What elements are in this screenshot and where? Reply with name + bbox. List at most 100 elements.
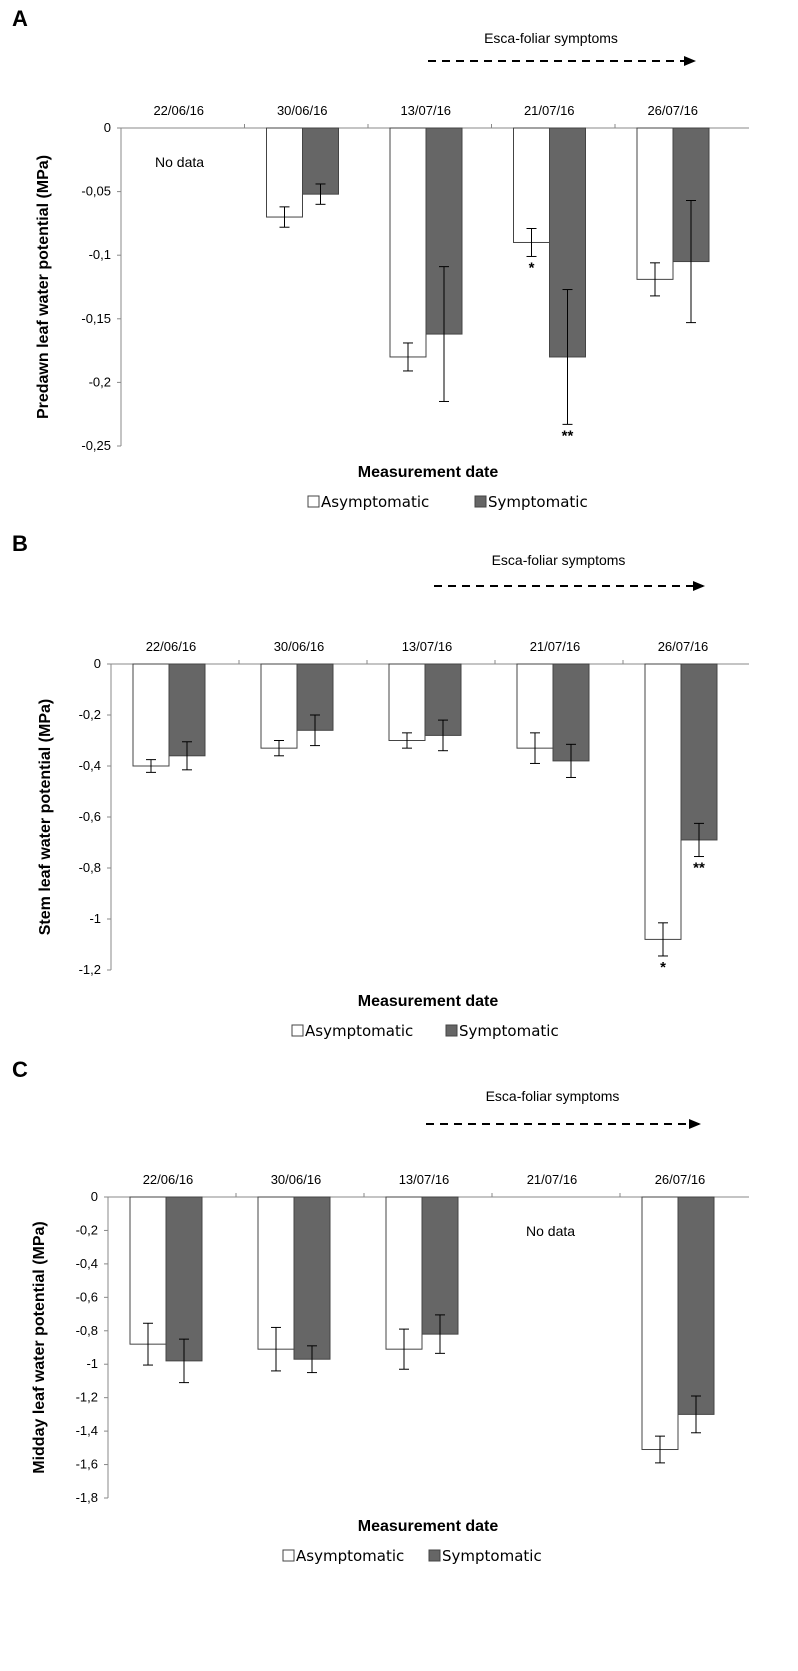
- y-tick-label: 0: [91, 1189, 98, 1204]
- esca-symptoms-arrow: Esca-foliar symptoms: [428, 30, 696, 66]
- bar-asymptomatic: [641, 1196, 679, 1451]
- error-bar: [650, 262, 660, 297]
- y-tick-label: 0: [104, 120, 111, 135]
- error-bar: [566, 743, 576, 778]
- panel-letter: B: [12, 531, 28, 556]
- error-bar: [274, 740, 284, 757]
- error-bar: [403, 342, 413, 372]
- y-tick-label: -1: [86, 1356, 98, 1371]
- error-bar: [399, 1328, 409, 1370]
- y-tick-label: -0,2: [89, 374, 111, 389]
- category-label: 21/07/16: [530, 639, 581, 654]
- y-tick-label: -0,15: [81, 311, 111, 326]
- error-bar: [438, 719, 448, 752]
- error-bar: [307, 1345, 317, 1374]
- annotation-label: Esca-foliar symptoms: [484, 30, 618, 46]
- legend-swatch: [474, 495, 487, 508]
- y-tick-label: -0,4: [76, 1256, 98, 1271]
- legend-swatch: [282, 1549, 295, 1562]
- bar-asymptomatic: [388, 663, 426, 741]
- category-label: 26/07/16: [647, 103, 698, 118]
- significance-mark: **: [693, 860, 705, 877]
- error-bar: [182, 741, 192, 771]
- category-label: 30/06/16: [277, 103, 328, 118]
- error-bar: [694, 822, 704, 858]
- panel-a: A Esca-foliar symptoms 0 -0,05 -0,1 -0,15 -0,2…: [12, 6, 749, 511]
- significance-mark: **: [562, 427, 574, 444]
- y-axis-title: Predawn leaf water potential (MPa): [35, 155, 52, 419]
- bar-symptomatic: [302, 127, 339, 195]
- y-tick-label: -0,6: [79, 809, 101, 824]
- annotation-label: Esca-foliar symptoms: [486, 1088, 620, 1104]
- category-label: 30/06/16: [274, 639, 325, 654]
- bar-symptomatic: [677, 1196, 715, 1415]
- category-label: 22/06/16: [146, 639, 197, 654]
- legend-label: Symptomatic: [459, 1022, 559, 1040]
- legend: Asymptomatic Symptomatic: [291, 1022, 559, 1040]
- legend: Asymptomatic Symptomatic: [307, 493, 588, 511]
- y-tick-label: -1,6: [76, 1457, 98, 1472]
- annotation-label: Esca-foliar symptoms: [492, 552, 626, 568]
- y-tick-label: -0,8: [76, 1323, 98, 1338]
- x-axis-title: Measurement date: [358, 464, 499, 481]
- category-label: 21/07/16: [524, 103, 575, 118]
- category-label: 26/07/16: [655, 1172, 706, 1187]
- legend-swatch: [428, 1549, 441, 1562]
- legend-swatch: [291, 1024, 304, 1037]
- y-tick-label: -1,4: [76, 1423, 98, 1438]
- error-bar: [402, 732, 412, 749]
- y-tick-label: -0,05: [81, 184, 111, 199]
- y-tick-label: -0,2: [76, 1222, 98, 1237]
- y-axis-title: Midday leaf water potential (MPa): [31, 1221, 48, 1473]
- category-label: 30/06/16: [271, 1172, 322, 1187]
- y-tick-label: 0: [94, 656, 101, 671]
- error-bar: [691, 1395, 701, 1434]
- legend-label: Symptomatic: [442, 1547, 542, 1565]
- significance-mark: *: [529, 259, 535, 276]
- bar-asymptomatic: [636, 127, 674, 280]
- y-tick-label: -0,4: [79, 758, 101, 773]
- y-tick-label: -1,2: [79, 962, 101, 977]
- bar-symptomatic: [552, 663, 590, 762]
- bar-asymptomatic: [644, 663, 682, 940]
- y-tick-label: -0,2: [79, 707, 101, 722]
- bar-symptomatic: [293, 1196, 331, 1360]
- category-label: 26/07/16: [658, 639, 709, 654]
- category-label: 22/06/16: [153, 103, 204, 118]
- category-label: 13/07/16: [400, 103, 451, 118]
- bar-symptomatic: [165, 1196, 203, 1362]
- error-bar: [530, 732, 540, 764]
- bar-asymptomatic: [129, 1196, 167, 1345]
- panel-letter: A: [12, 6, 28, 31]
- legend-swatch: [307, 495, 320, 508]
- bar-asymptomatic: [132, 663, 170, 767]
- bar-asymptomatic: [389, 127, 427, 358]
- error-bar: [526, 227, 537, 257]
- legend-label: Asymptomatic: [305, 1022, 413, 1040]
- error-bar: [310, 714, 320, 747]
- bar-asymptomatic: [257, 1196, 295, 1350]
- y-tick-label: -0,25: [81, 438, 111, 453]
- error-bar: [315, 183, 326, 205]
- significance-mark: *: [660, 959, 666, 976]
- error-bar: [439, 266, 449, 402]
- y-tick-label: -1,2: [76, 1390, 98, 1405]
- y-tick-label: -0,8: [79, 860, 101, 875]
- legend-label: Asymptomatic: [296, 1547, 404, 1565]
- error-bar: [146, 759, 156, 773]
- error-bar: [435, 1314, 445, 1354]
- esca-symptoms-arrow: Esca-foliar symptoms: [426, 1088, 701, 1129]
- error-bar: [655, 1435, 665, 1464]
- error-bar: [686, 200, 696, 324]
- bar-asymptomatic: [266, 127, 303, 218]
- panel-letter: C: [12, 1057, 28, 1082]
- no-data-label: No data: [526, 1223, 575, 1239]
- error-bar: [658, 922, 668, 957]
- y-tick-label: -1: [89, 911, 101, 926]
- legend: Asymptomatic Symptomatic: [282, 1547, 542, 1565]
- bar-asymptomatic: [385, 1196, 423, 1350]
- x-axis-title: Measurement date: [358, 993, 499, 1010]
- legend-label: Symptomatic: [488, 493, 588, 511]
- category-label: 21/07/16: [527, 1172, 578, 1187]
